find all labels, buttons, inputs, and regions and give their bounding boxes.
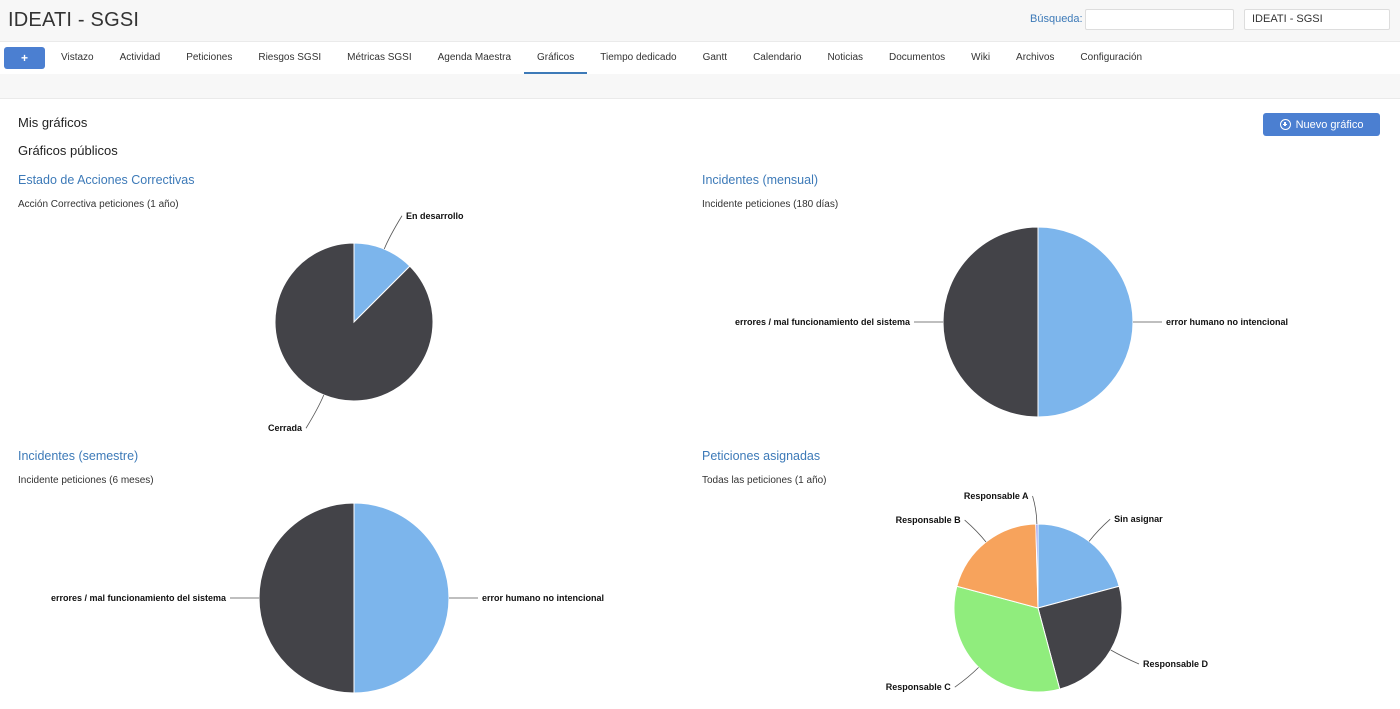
pie-leader-responsable-b — [964, 519, 987, 543]
tab-riesgos-sgsi[interactable]: Riesgos SGSI — [258, 52, 322, 63]
plus-circle-icon — [1279, 119, 1291, 130]
pie-leader-responsable-c — [954, 667, 979, 688]
pie-chart-incidents-semester: error humano no intencional errores / mal… — [51, 502, 604, 694]
pie-label-responsable-a: Responsable A — [964, 491, 1029, 501]
pie-slice-sin-asignar[interactable] — [1037, 523, 1120, 609]
chart-title-corrective-actions[interactable]: Estado de Acciones Correctivas — [18, 173, 195, 187]
pie-leader-sin-asignar — [1088, 518, 1111, 542]
pie-label-error-humano-no-intencional: error humano no intencional — [482, 593, 604, 603]
pie-slice-errores-mal-funcionamiento-del-sistema[interactable] — [942, 226, 1039, 418]
search-label: Búsqueda: — [1030, 13, 1083, 25]
tab-noticias[interactable]: Noticias — [827, 52, 864, 63]
tab-documentos[interactable]: Documentos — [889, 52, 946, 63]
pie-leader-responsable-d — [1110, 649, 1140, 665]
pie-label-responsable-d: Responsable D — [1143, 659, 1209, 669]
project-jump-select[interactable]: IDEATI - SGSI — [1244, 9, 1390, 30]
tab-configuracion[interactable]: Configuración — [1080, 52, 1143, 63]
top-header: IDEATI - SGSI Búsqueda: IDEATI - SGSI — [0, 0, 1400, 42]
chart-subtitle-corrective-actions: Acción Correctiva peticiones (1 año) — [18, 199, 179, 210]
tab-calendario[interactable]: Calendario — [753, 52, 802, 63]
content-toolbar — [0, 74, 1400, 99]
tab-metricas-sgsi[interactable]: Métricas SGSI — [347, 52, 412, 63]
chart-title-incidents-monthly[interactable]: Incidentes (mensual) — [702, 173, 819, 187]
tab-tiempo-dedicado[interactable]: Tiempo dedicado — [600, 52, 677, 63]
pie-slice-errores-mal-funcionamiento-del-sistema[interactable] — [258, 502, 355, 694]
main-menu: + Vistazo Actividad Peticiones Riesgos SGSI… — [0, 42, 1400, 74]
tab-list: Vistazo Actividad Peticiones Riesgos SGSI Mé… — [48, 42, 1155, 74]
pie-label-cerrada: Cerrada — [268, 423, 303, 433]
my-charts-heading[interactable]: Mis gráficos — [18, 115, 88, 130]
tab-archivos[interactable]: Archivos — [1016, 52, 1055, 63]
pie-slice-cerrada[interactable] — [274, 242, 434, 402]
app-title[interactable]: IDEATI - SGSI — [8, 9, 140, 31]
pie-slice-responsable-a[interactable] — [1035, 523, 1039, 609]
pie-label-responsable-b: Responsable B — [896, 515, 962, 525]
new-chart-button[interactable]: Nuevo gráfico — [1263, 113, 1380, 136]
pie-slice-error-humano-no-intencional[interactable] — [353, 502, 450, 694]
pie-chart-assigned-requests: Sin asignar Responsable D Responsable C Res… — [886, 491, 1209, 693]
pie-chart-incidents-monthly: error humano no intencional errores / mal… — [735, 226, 1288, 418]
tab-peticiones[interactable]: Peticiones — [186, 52, 233, 63]
pie-leader-en-desarrollo — [383, 215, 403, 250]
pie-label-responsable-c: Responsable C — [886, 682, 952, 692]
pie-label-en-desarrollo: En desarrollo — [406, 211, 464, 221]
pie-leader-responsable-a — [1032, 495, 1038, 525]
search-input[interactable] — [1085, 9, 1234, 30]
pie-label-errores-mal-funcionamiento-del-sistema: errores / mal funcionamiento del sistema — [51, 593, 227, 603]
chart-subtitle-incidents-monthly: Incidente peticiones (180 días) — [702, 199, 839, 210]
tab-gantt[interactable]: Gantt — [702, 52, 728, 63]
pie-leader-cerrada — [305, 394, 325, 429]
new-object-button[interactable]: + — [4, 47, 45, 69]
chart-subtitle-assigned-requests: Todas las peticiones (1 año) — [702, 475, 827, 486]
tab-wiki[interactable]: Wiki — [971, 52, 991, 63]
public-charts-heading[interactable]: Gráficos públicos — [18, 143, 118, 158]
chart-title-assigned-requests[interactable]: Peticiones asignadas — [702, 449, 821, 463]
chart-title-incidents-semester[interactable]: Incidentes (semestre) — [18, 449, 139, 463]
tab-agenda-maestra[interactable]: Agenda Maestra — [437, 52, 512, 63]
chart-subtitle-incidents-semester: Incidente peticiones (6 meses) — [18, 475, 154, 486]
pie-chart-corrective-actions: En desarrollo Cerrada — [268, 211, 464, 433]
pie-label-error-humano-no-intencional: error humano no intencional — [1166, 317, 1288, 327]
pie-slice-responsable-b[interactable] — [956, 523, 1039, 609]
new-chart-label: Nuevo gráfico — [1295, 118, 1364, 131]
pie-slice-error-humano-no-intencional[interactable] — [1037, 226, 1134, 418]
pie-slice-en-desarrollo[interactable] — [353, 242, 411, 324]
pie-label-sin-asignar: Sin asignar — [1114, 514, 1163, 524]
tab-graficos[interactable]: Gráficos — [524, 42, 588, 74]
pie-label-errores-mal-funcionamiento-del-sistema: errores / mal funcionamiento del sistema — [735, 317, 911, 327]
tab-vistazo[interactable]: Vistazo — [61, 52, 94, 63]
tab-actividad[interactable]: Actividad — [119, 52, 161, 63]
